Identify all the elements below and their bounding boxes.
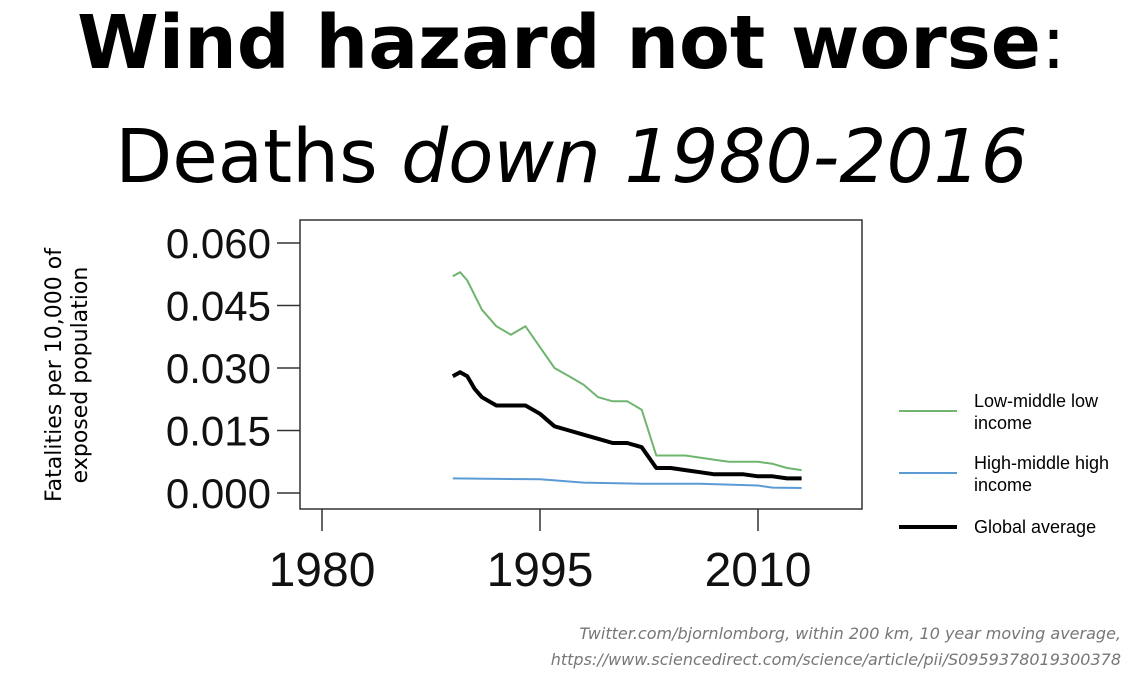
legend-label-low-middle: Low-middle low income <box>974 391 1099 433</box>
x-tick-label: 2010 <box>705 544 812 597</box>
legend-swatch-high-middle <box>899 472 957 474</box>
source-footer-line-1: Twitter.com/bjornlomborg, within 200 km,… <box>579 624 1121 643</box>
legend-label-global-average: Global average <box>974 517 1097 537</box>
series-line-2 <box>451 370 802 481</box>
y-tick-label: 0.045 <box>166 283 271 330</box>
y-tick-label: 0.000 <box>166 470 271 517</box>
legend-swatch-low-middle <box>899 410 957 412</box>
y-tick-label: 0.015 <box>166 408 271 455</box>
title-colon: : <box>1040 0 1066 86</box>
title-bold-text: Wind hazard not worse <box>77 0 1041 86</box>
legend-swatch-global-average <box>899 525 957 529</box>
x-tick-label: 1980 <box>269 544 376 597</box>
y-tick-label: 0.060 <box>166 220 271 267</box>
title-plain-text: Deaths <box>115 114 402 200</box>
plot-frame <box>299 219 863 510</box>
series-line-0 <box>452 271 802 472</box>
source-footer-line-2: https://www.sciencedirect.com/science/ar… <box>550 650 1121 669</box>
y-tick-label: 0.030 <box>166 345 271 392</box>
title-italic-text: down 1980-2016 <box>401 114 1028 200</box>
title-line-2: Deaths down 1980-2016 <box>0 114 1143 200</box>
title-line-1: Wind hazard not worse: <box>0 0 1143 86</box>
x-tick-label: 1995 <box>487 544 594 597</box>
legend-label-high-middle: High-middle high income <box>974 453 1110 495</box>
series-line-1 <box>452 477 802 489</box>
